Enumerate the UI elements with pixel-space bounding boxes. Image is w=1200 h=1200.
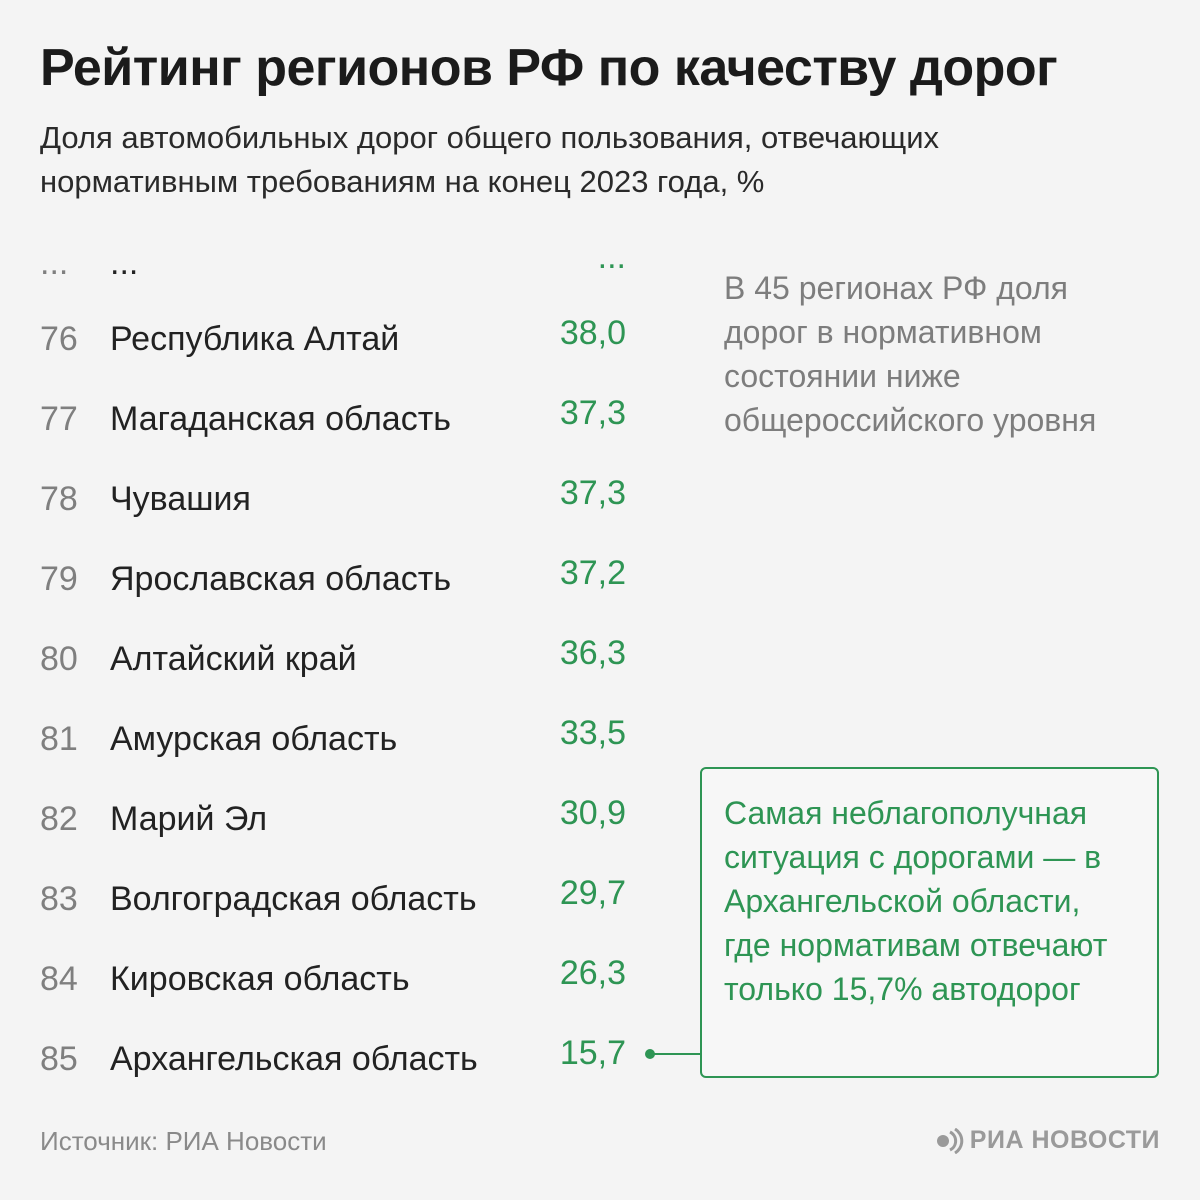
region-label: Республика Алтай bbox=[110, 320, 400, 358]
table-row: 83 Волгоградская область 29,7 bbox=[0, 874, 640, 960]
rank-label: 81 bbox=[40, 720, 78, 758]
note-text: В 45 регионах РФ доля дорог в нормативно… bbox=[724, 270, 1097, 438]
rank-label: 78 bbox=[40, 480, 78, 518]
table-row: 76 Республика Алтай 38,0 bbox=[0, 314, 640, 400]
value-label: 26,3 bbox=[559, 954, 626, 992]
page-subtitle: Доля автомобильных дорог общего пользова… bbox=[40, 120, 940, 199]
table-row: 77 Магаданская область 37,3 bbox=[0, 394, 640, 480]
rank-label: 79 bbox=[40, 560, 78, 598]
value-label: 37,3 bbox=[559, 394, 626, 432]
value-label: 15,7 bbox=[559, 1034, 626, 1072]
region-label: Магаданская область bbox=[110, 400, 451, 438]
region-label: Архангельская область bbox=[110, 1040, 478, 1078]
region-label: Чувашия bbox=[110, 480, 251, 518]
rank-label: 76 bbox=[40, 320, 78, 358]
table-row: 81 Амурская область 33,5 bbox=[0, 714, 640, 800]
rank-label: 82 bbox=[40, 800, 78, 838]
table-row: 84 Кировская область 26,3 bbox=[0, 954, 640, 1040]
value-label: 33,5 bbox=[559, 714, 626, 752]
table-row: 85 Архангельская область 15,7 bbox=[0, 1034, 640, 1120]
value-label: 37,2 bbox=[559, 554, 626, 592]
table-row-ellipsis: ......... bbox=[0, 238, 640, 334]
logo: РИА НОВОСТИ bbox=[936, 1126, 1160, 1155]
rank-label: 83 bbox=[40, 880, 78, 918]
logo-text: РИА НОВОСТИ bbox=[969, 1126, 1160, 1154]
rank-label: 80 bbox=[40, 640, 78, 678]
region-label: Алтайский край bbox=[110, 640, 357, 678]
value-label: 30,9 bbox=[559, 794, 626, 832]
table-row: 80 Алтайский край 36,3 bbox=[0, 634, 640, 720]
region-label: Ярославская область bbox=[110, 560, 452, 598]
value-label-ellipsis: ... bbox=[597, 238, 626, 276]
table-row: 82 Марий Эл 30,9 bbox=[0, 794, 640, 880]
value-label: 38,0 bbox=[559, 314, 626, 352]
rank-label: 84 bbox=[40, 960, 78, 998]
value-label: 37,3 bbox=[559, 474, 626, 512]
rank-label: 77 bbox=[40, 400, 78, 438]
region-label: Кировская область bbox=[110, 960, 410, 998]
region-label: Волгоградская область bbox=[110, 880, 477, 918]
source-text: Источник: РИА Новости bbox=[40, 1126, 327, 1156]
rank-label-ellipsis: ... bbox=[40, 244, 69, 282]
region-label: Марий Эл bbox=[110, 800, 268, 838]
region-label: Амурская область bbox=[110, 720, 398, 758]
value-label: 29,7 bbox=[559, 874, 626, 912]
callout-text: Самая неблагополучная ситуация с дорогам… bbox=[724, 795, 1108, 1007]
callout-box: Самая неблагополучная ситуация с дорогам… bbox=[700, 767, 1159, 1078]
ria-logo-icon bbox=[936, 1127, 964, 1154]
connector-dot-icon bbox=[645, 1049, 655, 1059]
table-row: 78 Чувашия 37,3 bbox=[0, 474, 640, 560]
table-row: 79 Ярославская область 37,2 bbox=[0, 554, 640, 640]
page-title: Рейтинг регионов РФ по качеству дорог bbox=[40, 39, 1058, 97]
region-label-ellipsis: ... bbox=[110, 244, 139, 282]
rank-label: 85 bbox=[40, 1040, 78, 1078]
value-label: 36,3 bbox=[559, 634, 626, 672]
